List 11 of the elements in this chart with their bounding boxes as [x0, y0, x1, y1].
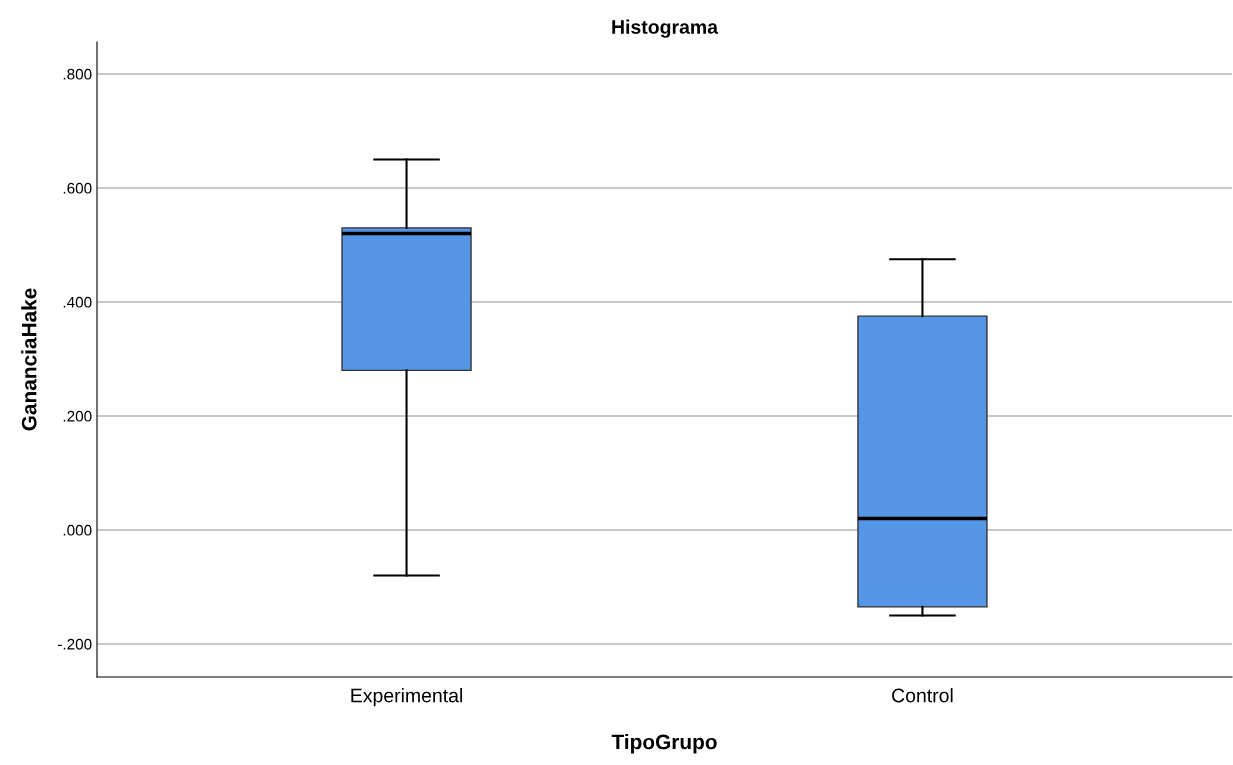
y-axis-title: GananciaHake [21, 288, 37, 431]
y-tick-label: .400 [63, 296, 92, 308]
y-tick-label: -.200 [58, 638, 92, 650]
y-tick-label: .800 [63, 68, 92, 80]
y-tick-label: .200 [63, 410, 92, 422]
x-tick-label: Control [892, 688, 953, 703]
x-tick-label: Experimental [351, 688, 462, 707]
chart-title: Histograma [612, 19, 719, 38]
y-tick-label: .600 [63, 182, 92, 194]
x-axis-title: TipoGrupo [611, 734, 717, 754]
y-tick-label: .000 [63, 524, 92, 536]
